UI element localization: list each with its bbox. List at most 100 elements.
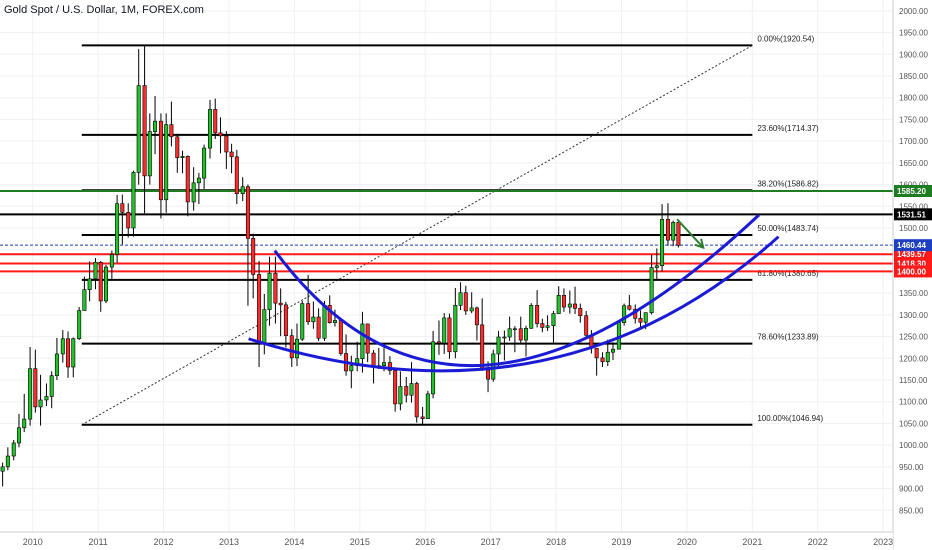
fib-level-label: 61.80%(1380.65) [757, 269, 819, 278]
x-tick-label: 2016 [415, 537, 435, 547]
y-tick-label: 1050.00 [899, 419, 928, 428]
y-tick-label: 2000.00 [899, 7, 928, 16]
candle-body [491, 353, 496, 380]
candle-body [327, 305, 332, 323]
candle-body [306, 303, 311, 323]
chart-title: Gold Spot / U.S. Dollar, 1M, FOREX.com [4, 4, 204, 16]
price-badge-label: 1400.00 [897, 267, 926, 276]
y-tick-label: 1950.00 [899, 29, 928, 38]
candle-body [240, 186, 245, 194]
candle-body [371, 352, 376, 366]
y-tick-label: 1350.00 [899, 289, 928, 298]
y-tick-label: 1100.00 [899, 398, 928, 407]
candle-body [136, 85, 141, 173]
candle-body [164, 124, 169, 201]
candle-body [267, 272, 272, 310]
candle-body [486, 369, 491, 380]
candle-body [442, 317, 447, 344]
candle-body [322, 305, 327, 339]
candle-body [158, 120, 163, 201]
candle-body [507, 328, 512, 338]
candle-body [289, 335, 294, 359]
candle-body [436, 341, 441, 344]
x-tick-label: 2013 [219, 537, 239, 547]
candle-body [556, 295, 561, 314]
x-tick-label: 2014 [284, 537, 304, 547]
price-badge-label: 1585.20 [897, 187, 926, 196]
candle-body [22, 418, 27, 429]
price-badge-label: 1439.57 [897, 250, 926, 259]
candle-body [44, 396, 49, 401]
price-badge [894, 265, 932, 278]
candle-body [480, 324, 485, 371]
candle-body [398, 386, 403, 405]
candle-body [180, 156, 185, 158]
candle-body [387, 362, 392, 371]
cup-arc [273, 213, 760, 368]
y-tick-label: 1500.00 [899, 224, 928, 233]
candle-body [49, 375, 54, 397]
candle-body [561, 295, 566, 308]
y-tick-label: 1750.00 [899, 115, 928, 124]
price-badge-label: 1460.44 [897, 241, 926, 250]
candle-body [567, 303, 572, 308]
candle-body [551, 313, 556, 327]
y-tick-label: 1000.00 [899, 441, 928, 450]
candle-body [665, 219, 670, 241]
x-tick-label: 2017 [481, 537, 501, 547]
candle-body [431, 341, 436, 395]
candle-body [77, 310, 82, 340]
candle-body [33, 368, 38, 408]
y-tick-label: 1200.00 [899, 354, 928, 363]
candle-body [295, 338, 300, 359]
candle-body [54, 353, 59, 376]
candle-body [229, 151, 234, 158]
candle-body [469, 307, 474, 312]
candle-body [512, 328, 517, 331]
candle-body [257, 274, 262, 344]
candle-body [142, 85, 147, 177]
candle-body [147, 131, 152, 177]
candle-body [169, 124, 174, 138]
x-tick-label: 2012 [154, 537, 174, 547]
candle-body [60, 338, 65, 355]
candle-body [16, 427, 21, 444]
candle-body [523, 328, 528, 341]
fib-level-label: 100.00%(1046.94) [757, 414, 823, 423]
candle-body [676, 222, 681, 246]
fib-levels: 0.00%(1920.54) 23.60%(1714.37) 38.20%(1586… [81, 34, 824, 426]
candle-body [474, 307, 479, 326]
candle-body [529, 305, 534, 329]
cup-arcs [248, 213, 780, 373]
candle-body [196, 177, 201, 184]
candle-body [643, 312, 648, 323]
x-tick-label: 2023 [873, 537, 893, 547]
candle-body [66, 338, 71, 368]
candle-body [71, 338, 76, 368]
price-badge [894, 184, 932, 197]
candle-body [87, 278, 92, 290]
candle-body [5, 455, 10, 468]
candle-body [338, 320, 343, 354]
projection-arrow [676, 218, 705, 250]
price-badge [894, 239, 932, 252]
candle-body [251, 238, 256, 275]
candle-body [175, 136, 180, 158]
y-tick-label: 1550.00 [899, 202, 928, 211]
candle-body [414, 383, 419, 418]
candle-body [518, 328, 523, 341]
candle-body [458, 292, 463, 306]
x-axis-panel [0, 532, 893, 550]
y-tick-label: 950.00 [899, 463, 924, 472]
candle-body [649, 267, 654, 313]
candle-body [311, 316, 316, 323]
candle-body [671, 222, 676, 241]
candle-body [627, 305, 632, 310]
y-tick-label: 1900.00 [899, 50, 928, 59]
y-tick-label: 1700.00 [899, 137, 928, 146]
candle-body [545, 325, 550, 328]
candle-body [535, 305, 540, 324]
price-badge-label: 1531.51 [897, 210, 926, 219]
